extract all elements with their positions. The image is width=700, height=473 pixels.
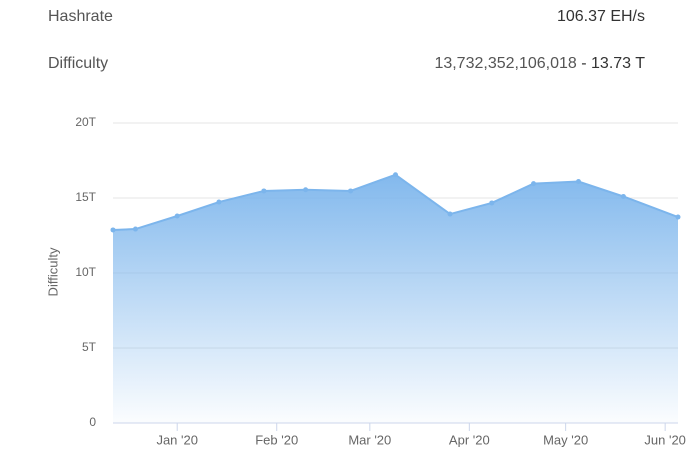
- x-tick-label: May '20: [543, 432, 588, 447]
- y-axis-title: Difficulty: [45, 247, 60, 296]
- stat-value-short: 13.73 T: [591, 55, 645, 72]
- x-tick-label: Jun '20: [644, 432, 686, 447]
- point: [531, 181, 537, 187]
- stat-value: 106.37 EH/s: [557, 8, 645, 25]
- x-tick-label: Jan '20: [156, 432, 198, 447]
- point: [447, 211, 453, 217]
- line: [112, 173, 679, 231]
- stat-separator: -: [581, 55, 586, 72]
- point: [489, 200, 495, 206]
- point: [216, 199, 222, 205]
- x-tick-label: Apr '20: [449, 432, 490, 447]
- point: [675, 214, 681, 220]
- point: [110, 227, 116, 233]
- stat-value-full: 13,732,352,106,018: [434, 55, 576, 72]
- point: [303, 187, 309, 193]
- y-tick-label: 20T: [75, 115, 96, 129]
- y-tick-label: 10T: [75, 265, 96, 279]
- point: [620, 194, 626, 199]
- point: [348, 188, 354, 194]
- x-tick-label: Mar '20: [348, 432, 391, 447]
- plot: 0 5T 10T 15T 20T Jan '20 Feb '20 Mar '20 Apr '20…: [75, 115, 686, 447]
- y-tick-label: 15T: [75, 190, 96, 204]
- stat-value: 13,732,352,106,018 - 13.73 T: [434, 55, 645, 72]
- y-tick-label: 5T: [82, 340, 97, 354]
- point: [174, 213, 180, 219]
- point: [393, 172, 398, 178]
- point: [261, 188, 267, 194]
- area: [113, 174, 678, 423]
- stat-label: Hashrate: [48, 8, 113, 25]
- x-tick-label: Feb '20: [255, 432, 298, 447]
- stat-label: Difficulty: [48, 55, 108, 72]
- point: [132, 226, 138, 232]
- y-tick-label: 0: [89, 415, 96, 429]
- point: [575, 179, 581, 184]
